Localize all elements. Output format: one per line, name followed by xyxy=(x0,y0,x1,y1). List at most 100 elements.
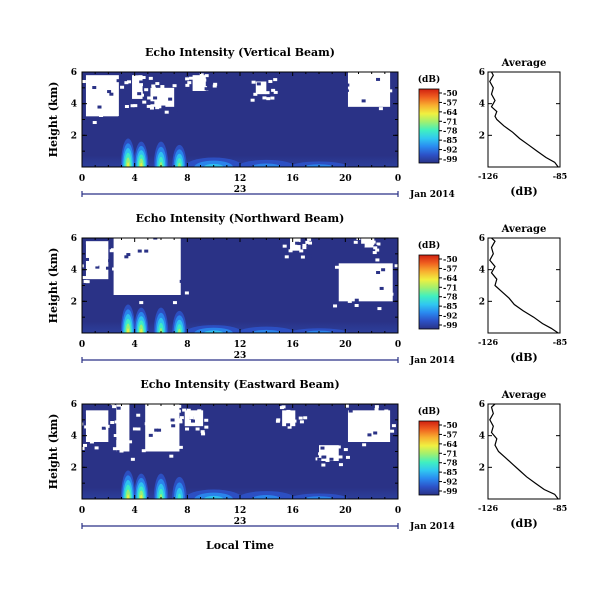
x-tick-label: 8 xyxy=(184,174,190,184)
no-data-region xyxy=(275,405,308,434)
y-tick-label: 2 xyxy=(71,297,77,307)
profile-x-tick-label: -85 xyxy=(553,171,567,181)
x-tick-label: 8 xyxy=(184,340,190,350)
colorbar-tick-label: -57 xyxy=(443,263,457,273)
no-data-region xyxy=(250,78,278,103)
date-day-label: 23 xyxy=(234,185,247,195)
x-tick-label: 20 xyxy=(339,506,352,516)
profile-y-tick-label: 4 xyxy=(479,100,485,110)
no-data-region xyxy=(82,405,118,451)
no-data-region xyxy=(82,241,119,284)
date-day-label: 23 xyxy=(234,517,247,527)
no-data-region xyxy=(82,75,125,125)
no-data-region xyxy=(343,72,393,111)
profile-x-label: (dB) xyxy=(510,517,537,530)
colorbar-tick-label: -99 xyxy=(443,486,458,496)
no-data-region xyxy=(110,404,141,461)
no-data-region xyxy=(176,404,214,436)
y-tick-label: 6 xyxy=(71,400,77,410)
x-tick-label: 12 xyxy=(234,506,247,516)
profile-line xyxy=(489,237,559,334)
colorbar-tick-label: -85 xyxy=(443,135,457,145)
profile-y-tick-label: 6 xyxy=(479,400,485,410)
echo-layer xyxy=(184,157,243,167)
heatmap-area xyxy=(82,238,398,333)
x-tick-label: 20 xyxy=(339,340,352,350)
x-tick-label: 4 xyxy=(132,174,138,184)
profile-title: Average xyxy=(501,224,547,235)
y-tick-label: 2 xyxy=(71,463,77,473)
colorbar xyxy=(418,88,440,164)
echo-layer xyxy=(134,141,149,167)
colorbar-tick-label: -71 xyxy=(443,116,457,126)
echo-layer xyxy=(120,138,136,167)
colorbar-tick-label: -57 xyxy=(443,429,457,439)
profile-y-tick-label: 2 xyxy=(479,131,485,141)
colorbar-tick-label: -57 xyxy=(443,97,457,107)
no-data-region xyxy=(147,82,184,114)
profile-y-tick-label: 4 xyxy=(479,432,485,442)
average-profile-panel: Average 6 4 2 -126 -85 (dB) xyxy=(478,58,567,198)
colorbar-tick-label: -50 xyxy=(443,88,458,98)
echo-layer xyxy=(172,476,187,499)
colorbar-tick-label: -71 xyxy=(443,282,457,292)
x-tick-label: 16 xyxy=(286,340,299,350)
x-tick-label: 20 xyxy=(339,174,352,184)
average-profile-panel: Average 6 4 2 -126 -85 (dB) xyxy=(478,224,567,364)
no-data-region xyxy=(333,258,398,311)
profile-frame xyxy=(487,403,561,500)
colorbar-tick-label: -50 xyxy=(443,420,458,430)
x-tick-label: 4 xyxy=(132,506,138,516)
profile-y-tick-label: 6 xyxy=(479,234,485,244)
panel-1: Echo Intensity (Vertical Beam) Height (km… xyxy=(47,46,567,200)
x-tick-label: 8 xyxy=(184,506,190,516)
y-tick-label: 6 xyxy=(71,68,77,78)
panel-title: Echo Intensity (Northward Beam) xyxy=(136,212,345,225)
colorbar-tick-label: -85 xyxy=(443,467,457,477)
date-day-label: 23 xyxy=(234,351,247,361)
echo-layer xyxy=(172,310,187,333)
x-tick-label: 4 xyxy=(132,340,138,350)
colorbar-tick-label: -99 xyxy=(443,154,458,164)
echo-layer xyxy=(120,304,136,333)
profile-y-tick-label: 4 xyxy=(479,266,485,276)
x-tick-label: 12 xyxy=(234,340,247,350)
y-axis-label: Height (km) xyxy=(47,82,60,158)
colorbar xyxy=(418,254,440,330)
x-tick-label: 12 xyxy=(234,174,247,184)
colorbar-tick-label: -71 xyxy=(443,448,457,458)
no-data-region xyxy=(353,238,381,257)
colorbar-tick-label: -92 xyxy=(443,311,457,321)
y-tick-label: 2 xyxy=(71,131,77,141)
profile-x-tick-label: -126 xyxy=(478,337,498,347)
date-month-year-label: Jan 2014 xyxy=(409,522,455,532)
date-month-year-label: Jan 2014 xyxy=(409,190,455,200)
heatmap-area xyxy=(82,404,398,499)
profile-title: Average xyxy=(501,58,547,69)
profile-y-tick-label: 2 xyxy=(479,463,485,473)
colorbar-tick-label: -64 xyxy=(443,273,458,283)
x-axis-label: Local Time xyxy=(206,539,274,552)
x-tick-label: 16 xyxy=(286,174,299,184)
no-data-region xyxy=(315,440,350,467)
echo-layer xyxy=(134,473,149,499)
y-tick-label: 4 xyxy=(71,100,77,110)
echo-layer xyxy=(184,325,243,333)
profile-x-tick-label: -85 xyxy=(553,337,567,347)
no-data-region xyxy=(282,238,313,259)
profile-frame xyxy=(487,71,561,168)
x-tick-label: 0 xyxy=(395,174,401,184)
no-data-region xyxy=(185,72,218,99)
echo-layer xyxy=(237,491,296,499)
y-tick-label: 6 xyxy=(71,234,77,244)
profile-x-tick-label: -126 xyxy=(478,171,498,181)
colorbar-tick-label: -85 xyxy=(443,301,457,311)
colorbar-tick-label: -78 xyxy=(443,292,458,302)
colorbar-unit: (dB) xyxy=(418,74,440,85)
profile-y-tick-label: 2 xyxy=(479,297,485,307)
colorbar-tick-label: -92 xyxy=(443,145,457,155)
date-month-year-label: Jan 2014 xyxy=(409,356,455,366)
profile-line xyxy=(489,71,559,168)
profile-title: Average xyxy=(501,390,547,401)
